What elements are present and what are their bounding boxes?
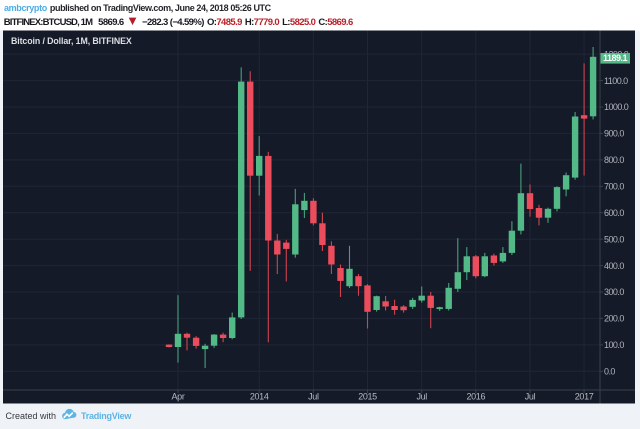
svg-text:100.0: 100.0 xyxy=(604,340,624,350)
svg-text:900.0: 900.0 xyxy=(604,129,624,139)
svg-text:Jul: Jul xyxy=(416,392,427,402)
svg-text:300.0: 300.0 xyxy=(604,287,624,297)
svg-text:2014: 2014 xyxy=(250,392,269,402)
svg-text:600.0: 600.0 xyxy=(604,208,624,218)
svg-text:1189.1: 1189.1 xyxy=(603,53,628,63)
svg-text:1100.0: 1100.0 xyxy=(604,76,628,86)
svg-text:Jul: Jul xyxy=(308,392,319,402)
svg-text:Bitcoin / Dollar, 1M, BITFINEX: Bitcoin / Dollar, 1M, BITFINEX xyxy=(11,36,132,46)
svg-text:Created with: Created with xyxy=(6,411,57,421)
svg-text:800.0: 800.0 xyxy=(604,155,624,165)
svg-text:400.0: 400.0 xyxy=(604,261,624,271)
svg-text:2017: 2017 xyxy=(575,392,594,402)
svg-text:1000.0: 1000.0 xyxy=(604,102,629,112)
svg-text:2016: 2016 xyxy=(466,392,485,402)
svg-text:Apr: Apr xyxy=(172,392,185,402)
svg-text:0.0: 0.0 xyxy=(604,367,615,377)
svg-text:500.0: 500.0 xyxy=(604,234,624,244)
svg-text:700.0: 700.0 xyxy=(604,182,624,192)
svg-text:200.0: 200.0 xyxy=(604,314,624,324)
svg-text:Jul: Jul xyxy=(525,392,536,402)
svg-text:2015: 2015 xyxy=(358,392,377,402)
svg-text:TradingView: TradingView xyxy=(81,411,132,421)
